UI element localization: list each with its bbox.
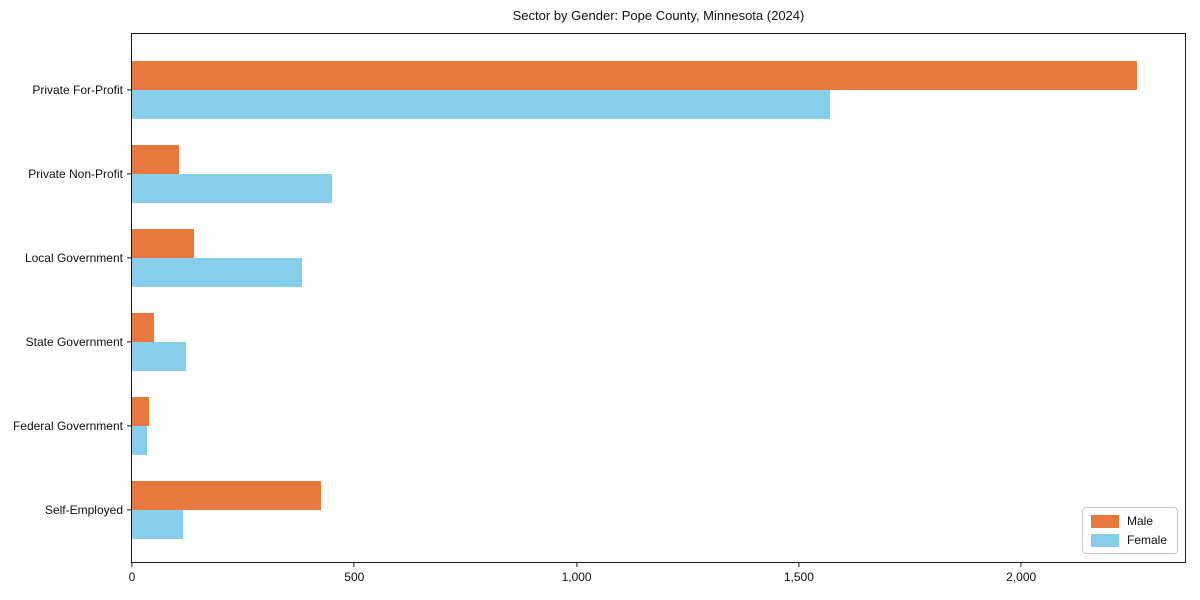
- x-tick-label: 2,000: [1006, 570, 1037, 584]
- bar-male-federal-government: [132, 396, 149, 426]
- plot-area: Private For-Profit Private Non-Profit Loca…: [13, 33, 1186, 584]
- legend-swatch-male: [1090, 514, 1119, 528]
- x-tick-label: 0: [128, 570, 136, 584]
- bar-female-federal-government: [132, 425, 147, 455]
- x-tick-mark: [798, 562, 800, 567]
- bar-female-local-government: [132, 257, 302, 287]
- legend-entry-male: Male: [1090, 514, 1167, 528]
- y-tick-mark: [127, 424, 132, 427]
- legend: Male Female: [1081, 507, 1178, 554]
- bar-male-self-employed: [132, 480, 321, 510]
- legend-swatch-female: [1090, 533, 1119, 547]
- y-axis-category-label: Private For-Profit: [32, 82, 123, 97]
- bar-male-private-non-profit: [132, 144, 179, 174]
- legend-label: Male: [1126, 514, 1153, 528]
- legend-entry-female: Female: [1090, 533, 1167, 547]
- bar-female-self-employed: [132, 509, 184, 539]
- y-tick-mark: [127, 340, 132, 343]
- bar-male-private-for-profit: [132, 60, 1137, 90]
- bar-female-private-non-profit: [132, 173, 333, 203]
- x-tick-mark: [1020, 562, 1022, 567]
- y-axis-category-label: Federal Government: [12, 418, 123, 433]
- y-axis-category-label: Self-Employed: [44, 502, 123, 517]
- chart-title: Sector by Gender: Pope County, Minnesota…: [512, 8, 805, 23]
- x-tick-mark: [353, 562, 355, 567]
- x-tick-label: 500: [344, 570, 365, 584]
- legend-label: Female: [1126, 533, 1167, 547]
- y-axis-category-label: Private Non-Profit: [28, 166, 123, 181]
- y-tick-mark: [127, 256, 132, 259]
- bar-male-local-government: [132, 228, 195, 258]
- y-tick-mark: [127, 172, 132, 175]
- y-tick-mark: [127, 508, 132, 511]
- x-tick-label: 1,000: [561, 570, 592, 584]
- x-tick-mark: [575, 562, 578, 567]
- y-tick-mark: [127, 88, 132, 91]
- y-axis-category-label: Local Government: [24, 250, 123, 265]
- bar-female-private-for-profit: [132, 89, 830, 119]
- bar-female-state-government: [132, 341, 187, 371]
- y-axis-category-label: State Government: [25, 334, 123, 349]
- x-tick-label: 1,500: [783, 570, 814, 584]
- bar-male-state-government: [132, 312, 155, 342]
- x-tick-mark: [131, 562, 133, 567]
